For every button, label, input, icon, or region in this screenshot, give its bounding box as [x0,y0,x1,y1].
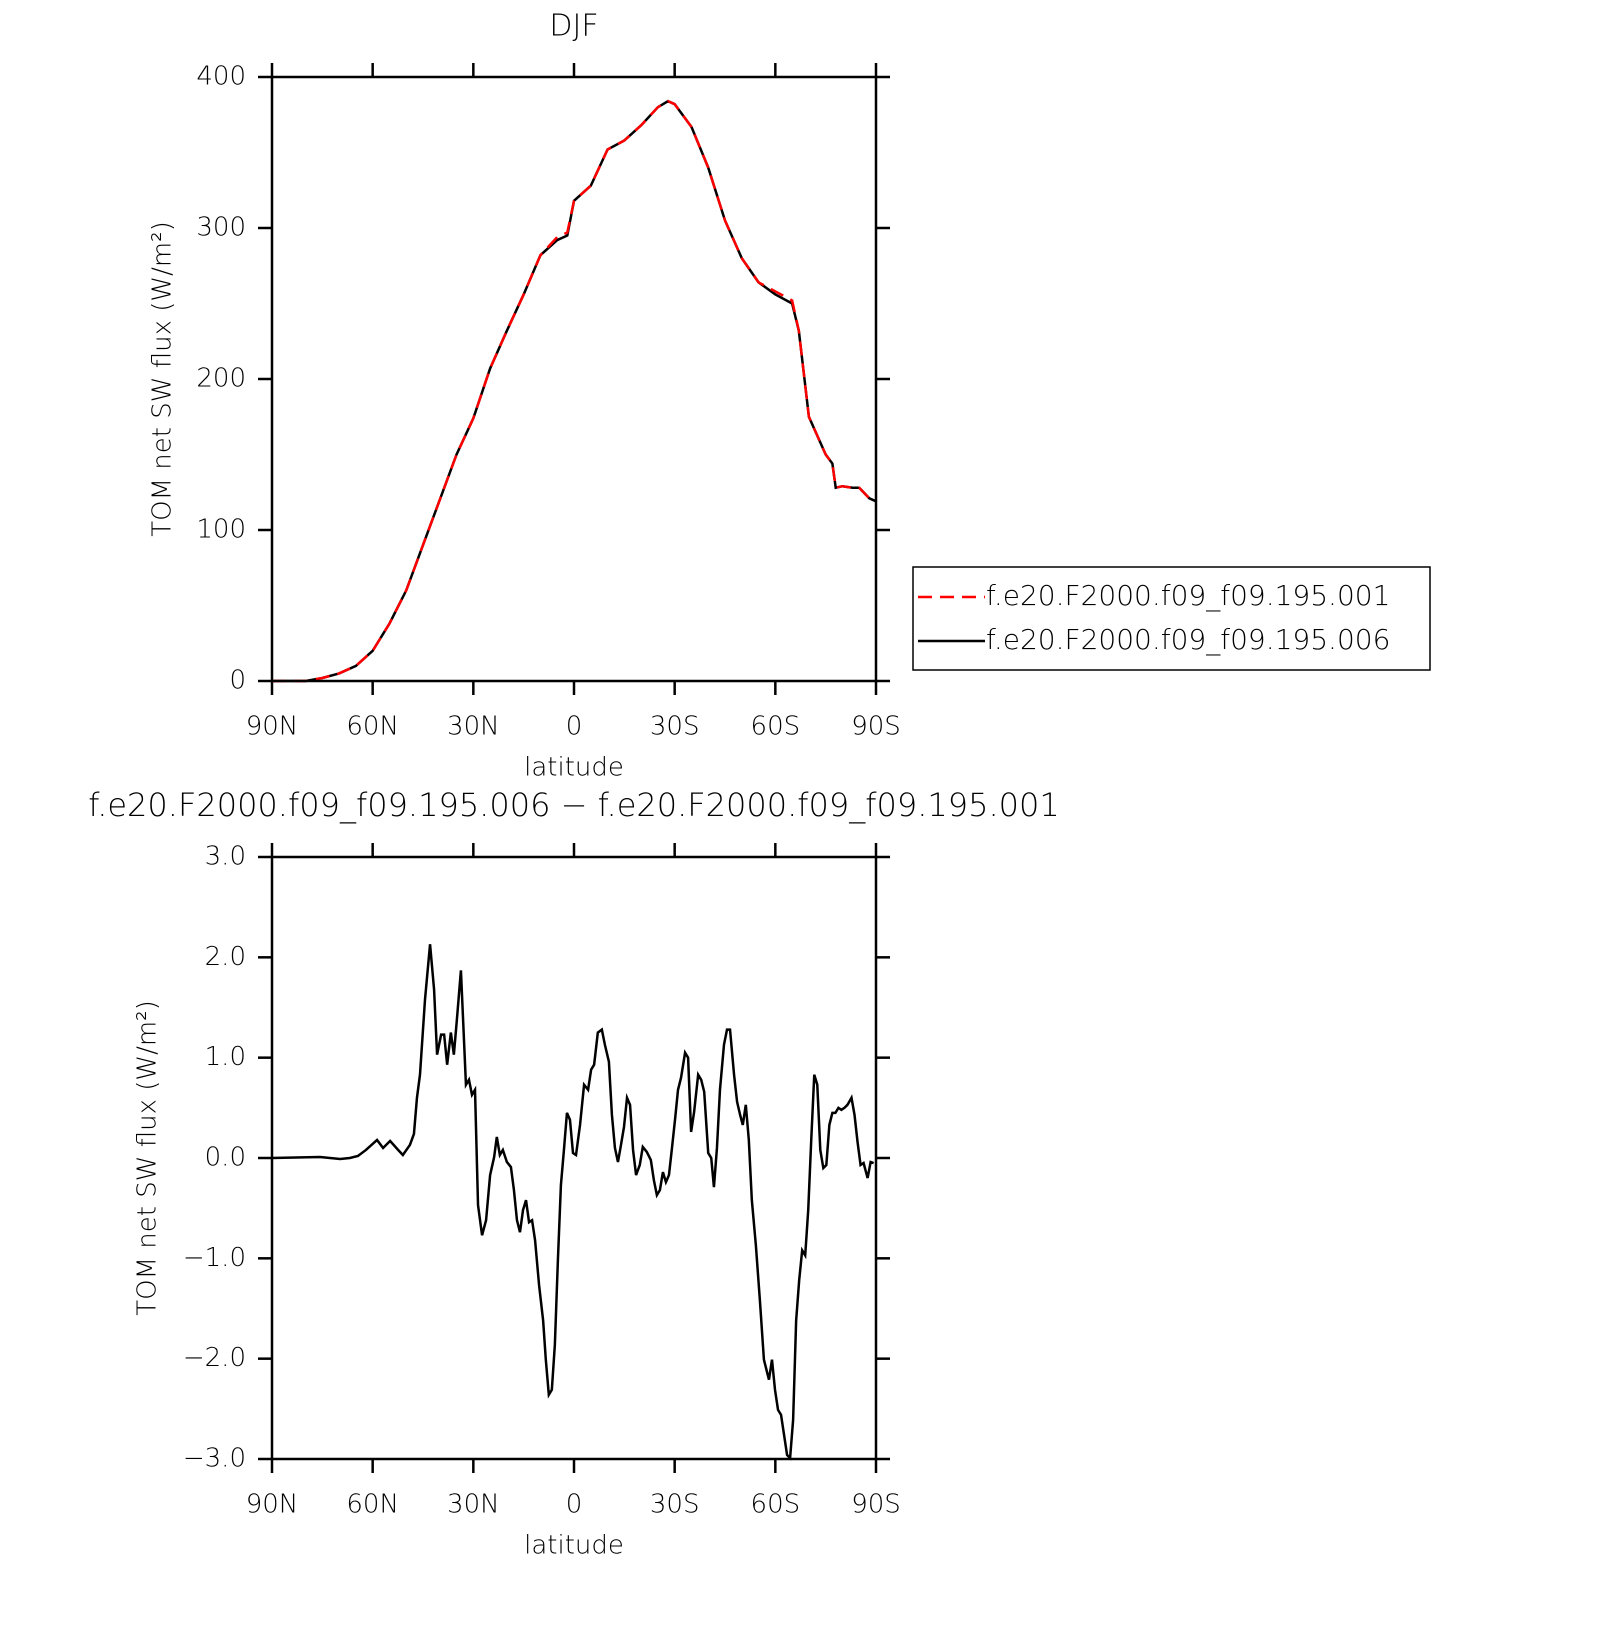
y-tick-label: 3.0 [205,842,246,872]
x-axis-label: latitude [524,1531,624,1561]
data-line [272,99,877,683]
x-tick-label: 60S [751,1490,801,1520]
plot-frame [270,75,878,683]
y-tick-label: −3.0 [183,1444,246,1474]
y-tick-label: 100 [196,515,246,545]
y-tick-label: 300 [196,213,246,243]
x-tick-label: 90S [851,1490,901,1520]
chart-title: DJF [549,9,598,44]
x-tick-label: 60S [751,712,801,742]
y-tick-label: 200 [196,364,246,394]
x-tick-label: 90S [851,712,901,742]
y-tick-label: −2.0 [183,1343,246,1373]
y-tick-label: 1.0 [205,1042,246,1072]
x-tick-label: 60N [346,1490,399,1520]
x-tick-label: 0 [566,1490,583,1520]
legend-label: f.e20.F2000.f09_f09.195.006 [986,623,1390,657]
y-tick-label: 2.0 [205,942,246,972]
x-tick-label: 30S [650,712,700,742]
x-tick-label: 30S [650,1490,700,1520]
plot-frame [270,855,878,1461]
legend-box [912,566,1431,671]
y-tick-label: 400 [196,62,246,92]
y-axis-label: TOM net SW flux (W/m²) [148,221,178,536]
y-axis-label: TOM net SW flux (W/m²) [133,1000,163,1315]
data-line [272,99,877,683]
x-tick-label: 60N [346,712,399,742]
y-tick-label: −1.0 [183,1243,246,1273]
x-tick-label: 30N [447,1490,500,1520]
y-tick-label: 0.0 [205,1143,246,1173]
x-axis-label: latitude [524,753,624,783]
x-tick-label: 90N [246,712,299,742]
y-tick-label: 0 [229,666,246,696]
legend-label: f.e20.F2000.f09_f09.195.001 [986,579,1390,613]
chart-title: f.e20.F2000.f09_f09.195.006 − f.e20.F200… [88,786,1060,824]
x-tick-label: 0 [566,712,583,742]
x-tick-label: 30N [447,712,500,742]
x-tick-label: 90N [246,1490,299,1520]
data-line [271,944,875,1461]
